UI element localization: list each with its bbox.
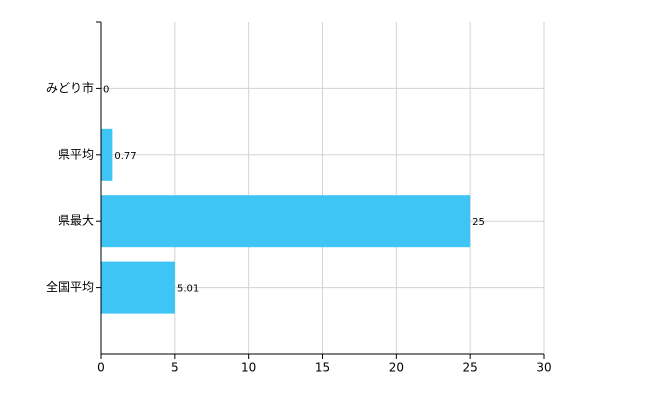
x-tick-label: 5 xyxy=(171,361,179,375)
y-tick-label: 全国平均 xyxy=(46,279,94,294)
y-tick-label: みどり市 xyxy=(46,80,94,95)
value-label: 25 xyxy=(472,217,485,228)
x-tick-label: 10 xyxy=(241,361,256,375)
x-tick-label: 20 xyxy=(389,361,404,375)
value-label: 0 xyxy=(103,84,109,95)
value-label: 5.01 xyxy=(177,284,199,295)
bar xyxy=(101,128,113,181)
x-tick-label: 15 xyxy=(315,361,330,375)
y-tick-label: 県最大 xyxy=(58,214,94,228)
x-tick-label: 0 xyxy=(97,361,105,375)
value-label: 0.77 xyxy=(114,151,136,162)
bar xyxy=(101,195,471,248)
y-tick-label: 県平均 xyxy=(58,147,94,161)
bar xyxy=(101,261,175,314)
x-tick-label: 25 xyxy=(463,361,478,375)
x-tick-label: 30 xyxy=(536,361,551,375)
